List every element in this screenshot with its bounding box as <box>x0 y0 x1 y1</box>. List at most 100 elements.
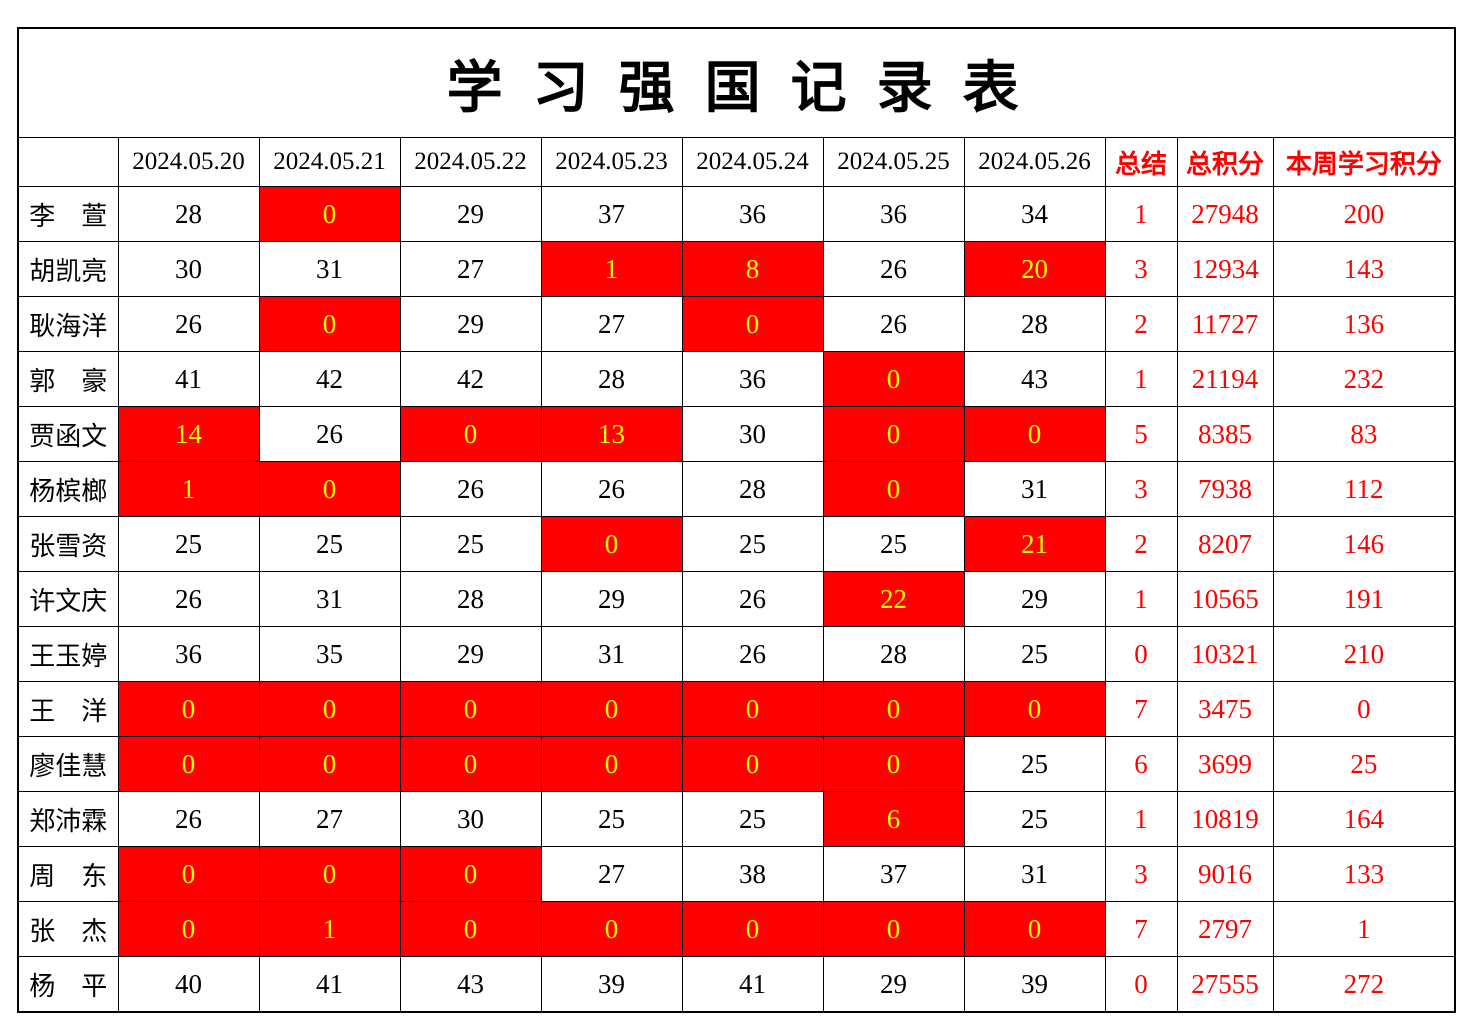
score-cell: 37 <box>822 846 965 902</box>
score-cell: 31 <box>258 571 401 627</box>
score-cell: 0 <box>822 461 965 517</box>
score-cell: 29 <box>963 571 1106 627</box>
score-cell: 38 <box>681 846 824 902</box>
score-cell: 26 <box>681 571 824 627</box>
score-cell: 13 <box>540 406 683 462</box>
score-cell: 0 <box>963 901 1106 957</box>
total-cell: 8385 <box>1176 406 1274 462</box>
summary-cell: 1 <box>1104 791 1178 847</box>
summary-cell: 1 <box>1104 186 1178 242</box>
column-header: 2024.05.24 <box>681 137 824 187</box>
score-cell: 27 <box>540 846 683 902</box>
score-cell: 1 <box>540 241 683 297</box>
total-cell: 10565 <box>1176 571 1274 627</box>
total-cell: 3475 <box>1176 681 1274 737</box>
score-cell: 30 <box>681 406 824 462</box>
name-cell: 杨槟榔 <box>17 461 119 517</box>
name-cell: 郭 豪 <box>17 351 119 407</box>
score-cell: 27 <box>399 241 542 297</box>
score-cell: 0 <box>258 296 401 352</box>
score-cell: 42 <box>258 351 401 407</box>
score-cell: 0 <box>399 901 542 957</box>
name-cell: 郑沛霖 <box>17 791 119 847</box>
week-cell: 164 <box>1272 791 1456 847</box>
summary-cell: 0 <box>1104 956 1178 1013</box>
score-cell: 26 <box>540 461 683 517</box>
score-cell: 21 <box>963 516 1106 572</box>
score-cell: 0 <box>399 846 542 902</box>
score-cell: 0 <box>681 681 824 737</box>
score-cell: 36 <box>681 186 824 242</box>
score-cell: 30 <box>117 241 260 297</box>
score-cell: 22 <box>822 571 965 627</box>
score-cell: 28 <box>399 571 542 627</box>
score-cell: 26 <box>822 296 965 352</box>
score-cell: 39 <box>540 956 683 1013</box>
table-row: 张雪资 25 25 25 0 25 25 21 2 8207 146 <box>17 516 1456 572</box>
score-cell: 0 <box>822 681 965 737</box>
score-cell: 0 <box>117 846 260 902</box>
week-cell: 200 <box>1272 186 1456 242</box>
week-cell: 133 <box>1272 846 1456 902</box>
score-cell: 28 <box>681 461 824 517</box>
score-cell: 0 <box>399 681 542 737</box>
score-cell: 35 <box>258 626 401 682</box>
name-cell: 王玉婷 <box>17 626 119 682</box>
table-row: 杨 平 40 41 43 39 41 29 39 0 27555 272 <box>17 956 1456 1013</box>
total-cell: 27948 <box>1176 186 1274 242</box>
score-cell: 40 <box>117 956 260 1013</box>
name-cell: 周 东 <box>17 846 119 902</box>
name-cell: 贾函文 <box>17 406 119 462</box>
week-cell: 272 <box>1272 956 1456 1013</box>
week-cell: 25 <box>1272 736 1456 792</box>
score-cell: 39 <box>963 956 1106 1013</box>
table-row: 许文庆 26 31 28 29 26 22 29 1 10565 191 <box>17 571 1456 627</box>
score-cell: 28 <box>117 186 260 242</box>
score-cell: 0 <box>399 406 542 462</box>
table-row: 王玉婷 36 35 29 31 26 28 25 0 10321 210 <box>17 626 1456 682</box>
week-cell: 136 <box>1272 296 1456 352</box>
column-header: 2024.05.22 <box>399 137 542 187</box>
score-cell: 25 <box>540 791 683 847</box>
name-cell: 廖佳慧 <box>17 736 119 792</box>
week-cell: 191 <box>1272 571 1456 627</box>
summary-cell: 1 <box>1104 351 1178 407</box>
record-sheet: 学 习 强 国 记 录 表 2024.05.20 2024.05.21 2024.0… <box>17 27 1457 1013</box>
column-header: 2024.05.21 <box>258 137 401 187</box>
week-cell: 0 <box>1272 681 1456 737</box>
score-cell: 14 <box>117 406 260 462</box>
score-cell: 0 <box>117 736 260 792</box>
score-cell: 36 <box>681 351 824 407</box>
week-cell: 232 <box>1272 351 1456 407</box>
column-header: 2024.05.26 <box>963 137 1106 187</box>
score-cell: 28 <box>963 296 1106 352</box>
score-cell: 0 <box>822 901 965 957</box>
table-row: 周 东 0 0 0 27 38 37 31 3 9016 133 <box>17 846 1456 902</box>
name-cell: 耿海洋 <box>17 296 119 352</box>
score-cell: 31 <box>963 461 1106 517</box>
score-cell: 25 <box>117 516 260 572</box>
summary-cell: 1 <box>1104 571 1178 627</box>
score-cell: 25 <box>681 516 824 572</box>
week-cell: 146 <box>1272 516 1456 572</box>
summary-cell: 3 <box>1104 241 1178 297</box>
record-table-body: 学 习 强 国 记 录 表 2024.05.20 2024.05.21 2024.0… <box>17 27 1456 1013</box>
table-row: 郭 豪 41 42 42 28 36 0 43 1 21194 232 <box>17 351 1456 407</box>
total-cell: 11727 <box>1176 296 1274 352</box>
score-cell: 25 <box>963 791 1106 847</box>
week-cell: 1 <box>1272 901 1456 957</box>
summary-cell: 0 <box>1104 626 1178 682</box>
score-cell: 28 <box>822 626 965 682</box>
total-cell: 10819 <box>1176 791 1274 847</box>
table-row: 张 杰 0 1 0 0 0 0 0 7 2797 1 <box>17 901 1456 957</box>
score-cell: 27 <box>540 296 683 352</box>
table-row: 郑沛霖 26 27 30 25 25 6 25 1 10819 164 <box>17 791 1456 847</box>
name-cell: 张雪资 <box>17 516 119 572</box>
score-cell: 25 <box>822 516 965 572</box>
score-cell: 30 <box>399 791 542 847</box>
score-cell: 26 <box>399 461 542 517</box>
score-cell: 0 <box>681 296 824 352</box>
record-table: 学 习 强 国 记 录 表 2024.05.20 2024.05.21 2024.0… <box>17 27 1457 1013</box>
score-cell: 31 <box>963 846 1106 902</box>
table-row: 李 萱 28 0 29 37 36 36 34 1 27948 200 <box>17 186 1456 242</box>
